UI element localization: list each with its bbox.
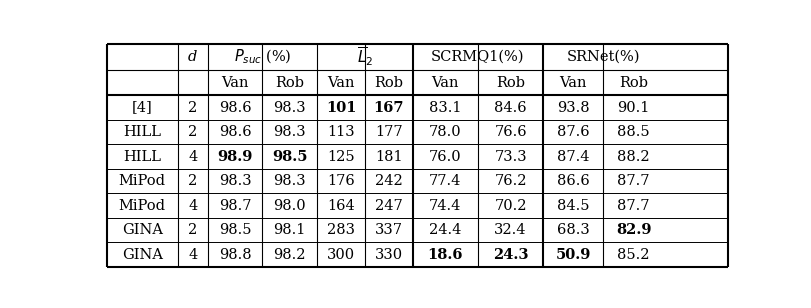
Text: 68.3: 68.3	[556, 223, 589, 237]
Text: GINA: GINA	[122, 223, 162, 237]
Text: Rob: Rob	[374, 75, 403, 90]
Text: 24.3: 24.3	[492, 248, 528, 262]
Text: 176: 176	[327, 174, 354, 188]
Text: Rob: Rob	[496, 75, 525, 90]
Text: Rob: Rob	[618, 75, 647, 90]
Text: 247: 247	[375, 199, 402, 213]
Text: 98.6: 98.6	[218, 101, 251, 115]
Text: $\overline{L}_2$: $\overline{L}_2$	[356, 46, 372, 68]
Text: 76.2: 76.2	[494, 174, 526, 188]
Text: 18.6: 18.6	[427, 248, 462, 262]
Text: 125: 125	[327, 150, 354, 164]
Text: 76.0: 76.0	[428, 150, 461, 164]
Text: Rob: Rob	[275, 75, 304, 90]
Text: SRNet(%): SRNet(%)	[566, 50, 639, 64]
Text: 101: 101	[325, 101, 356, 115]
Text: 98.3: 98.3	[273, 101, 306, 115]
Text: SCRMQ1(%): SCRMQ1(%)	[431, 50, 524, 64]
Text: 98.3: 98.3	[273, 125, 306, 139]
Text: 98.1: 98.1	[273, 223, 306, 237]
Text: 98.5: 98.5	[272, 150, 307, 164]
Text: 88.5: 88.5	[616, 125, 649, 139]
Text: 2: 2	[188, 101, 197, 115]
Text: Van: Van	[327, 75, 354, 90]
Text: MiPod: MiPod	[118, 199, 165, 213]
Text: 164: 164	[327, 199, 354, 213]
Text: 93.8: 93.8	[556, 101, 589, 115]
Text: 74.4: 74.4	[429, 199, 461, 213]
Text: 70.2: 70.2	[494, 199, 526, 213]
Text: 2: 2	[188, 174, 197, 188]
Text: 300: 300	[327, 248, 354, 262]
Text: 82.9: 82.9	[615, 223, 650, 237]
Text: 84.6: 84.6	[494, 101, 526, 115]
Text: 4: 4	[188, 150, 197, 164]
Text: 87.7: 87.7	[616, 174, 649, 188]
Text: 87.4: 87.4	[556, 150, 589, 164]
Text: 2: 2	[188, 125, 197, 139]
Text: 98.8: 98.8	[218, 248, 251, 262]
Text: 76.6: 76.6	[494, 125, 526, 139]
Text: 98.3: 98.3	[273, 174, 306, 188]
Text: 98.3: 98.3	[218, 174, 251, 188]
Text: 86.6: 86.6	[556, 174, 589, 188]
Text: 283: 283	[327, 223, 354, 237]
Text: 90.1: 90.1	[616, 101, 649, 115]
Text: 32.4: 32.4	[494, 223, 526, 237]
Text: 98.2: 98.2	[273, 248, 306, 262]
Text: 85.2: 85.2	[616, 248, 649, 262]
Text: 98.6: 98.6	[218, 125, 251, 139]
Text: $P_{suc}$ (%): $P_{suc}$ (%)	[234, 48, 291, 66]
Text: 177: 177	[375, 125, 402, 139]
Text: Van: Van	[221, 75, 248, 90]
Text: GINA: GINA	[122, 248, 162, 262]
Text: 4: 4	[188, 248, 197, 262]
Text: HILL: HILL	[123, 150, 161, 164]
Text: 337: 337	[375, 223, 402, 237]
Text: 98.9: 98.9	[217, 150, 252, 164]
Text: [4]: [4]	[131, 101, 152, 115]
Text: Van: Van	[431, 75, 458, 90]
Text: HILL: HILL	[123, 125, 161, 139]
Text: 83.1: 83.1	[428, 101, 461, 115]
Text: 87.7: 87.7	[616, 199, 649, 213]
Text: 242: 242	[375, 174, 402, 188]
Text: MiPod: MiPod	[118, 174, 165, 188]
Text: 84.5: 84.5	[556, 199, 589, 213]
Text: 98.5: 98.5	[219, 223, 251, 237]
Text: 2: 2	[188, 223, 197, 237]
Text: 167: 167	[373, 101, 404, 115]
Text: 4: 4	[188, 199, 197, 213]
Text: 181: 181	[375, 150, 402, 164]
Text: Van: Van	[559, 75, 586, 90]
Text: 73.3: 73.3	[494, 150, 526, 164]
Text: 113: 113	[327, 125, 354, 139]
Text: 50.9: 50.9	[555, 248, 590, 262]
Text: 87.6: 87.6	[556, 125, 589, 139]
Text: 77.4: 77.4	[429, 174, 461, 188]
Text: 88.2: 88.2	[616, 150, 649, 164]
Text: 98.7: 98.7	[219, 199, 251, 213]
Text: 98.0: 98.0	[273, 199, 306, 213]
Text: 78.0: 78.0	[428, 125, 461, 139]
Text: 330: 330	[375, 248, 402, 262]
Text: d: d	[188, 50, 197, 64]
Text: 24.4: 24.4	[429, 223, 461, 237]
